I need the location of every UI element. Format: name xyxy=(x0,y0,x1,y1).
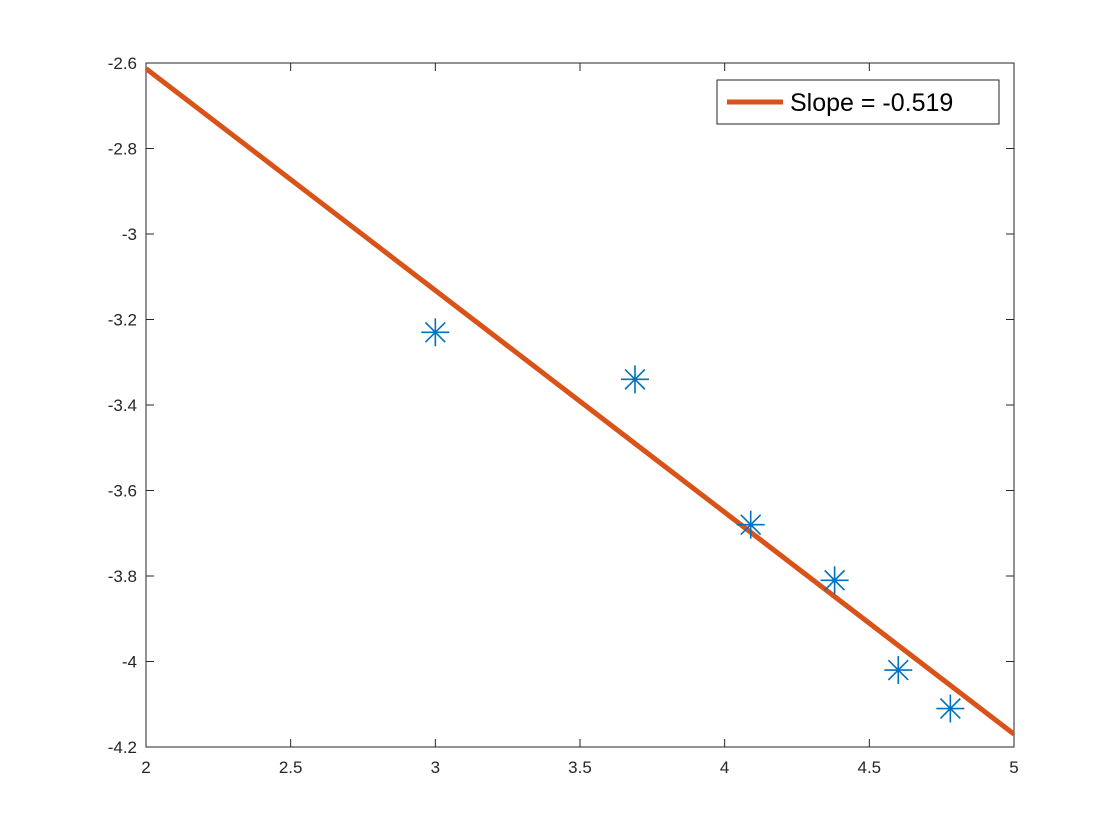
y-tick-label: -3.6 xyxy=(108,482,137,501)
data-point xyxy=(884,656,913,685)
legend-label: Slope = -0.519 xyxy=(790,89,953,117)
data-point xyxy=(421,318,450,347)
y-tick-label: -3 xyxy=(122,225,137,244)
y-tick-label: -3.8 xyxy=(108,567,137,586)
data-point xyxy=(936,694,965,723)
x-tick-label: 4.5 xyxy=(858,758,882,777)
x-tick-label: 2.5 xyxy=(279,758,303,777)
data-point xyxy=(736,510,765,539)
plot-series xyxy=(146,66,1014,737)
fit-line xyxy=(146,66,1014,737)
x-axis-ticks: 2 2.5 3 3.5 4 4.5 5 xyxy=(141,63,1019,777)
x-tick-label: 4 xyxy=(720,758,729,777)
x-tick-label: 5 xyxy=(1009,758,1018,777)
x-tick-label: 3.5 xyxy=(568,758,592,777)
y-tick-label: -2.6 xyxy=(108,54,137,73)
y-tick-label: -4 xyxy=(122,653,137,672)
data-point xyxy=(620,365,649,394)
y-tick-label: -4.2 xyxy=(108,738,137,757)
x-tick-label: 2 xyxy=(141,758,150,777)
legend: Slope = -0.519 xyxy=(716,79,1000,125)
y-tick-label: -2.8 xyxy=(108,140,137,159)
y-tick-label: -3.4 xyxy=(108,396,137,415)
y-axis-ticks: -4.2 -4 -3.8 -3.6 -3.4 -3.2 -3 -2.8 -2.6 xyxy=(108,54,1014,757)
x-tick-label: 3 xyxy=(431,758,440,777)
y-tick-label: -3.2 xyxy=(108,311,137,330)
data-point xyxy=(820,566,849,595)
